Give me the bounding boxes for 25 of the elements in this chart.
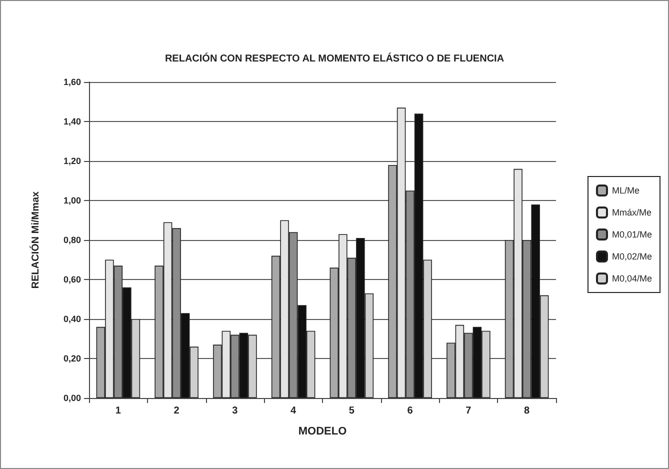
legend-label: M0,01/Me: [612, 230, 652, 240]
x-tick-label: 6: [407, 406, 414, 416]
legend-label: ML/Me: [612, 186, 640, 196]
x-tick-label: 2: [174, 406, 180, 416]
y-tick-label: 1,00: [63, 196, 81, 206]
y-tick-label: 0,60: [63, 274, 81, 284]
x-tick-label: 4: [290, 406, 297, 416]
legend-label: M0,02/Me: [612, 252, 652, 262]
x-tick-label: 8: [524, 406, 530, 416]
x-axis-title: MODELO: [298, 426, 348, 438]
x-tick-label: 1: [115, 406, 122, 416]
x-tick-label: 3: [232, 406, 238, 416]
chart-title: RELACIÓN CON RESPECTO AL MOMENTO ELÁSTICO O DE FLUENCIA: [164, 52, 504, 64]
x-tick-label: 7: [466, 406, 472, 416]
y-tick-label: 0,40: [63, 314, 81, 324]
y-axis-title: RELACIÓN Mi/Mmax: [30, 190, 42, 289]
y-tick-label: 1,20: [63, 156, 81, 166]
y-tick-label: 0,00: [63, 393, 81, 403]
y-tick-label: 1,60: [63, 77, 81, 87]
y-tick-label: 1,40: [63, 116, 81, 126]
y-tick-label: 0,20: [63, 354, 81, 364]
legend-label: Mmáx/Me: [612, 208, 652, 218]
y-tick-label: 0,80: [63, 235, 81, 245]
legend-label: M0,04/Me: [612, 274, 652, 284]
x-tick-label: 5: [348, 406, 355, 416]
